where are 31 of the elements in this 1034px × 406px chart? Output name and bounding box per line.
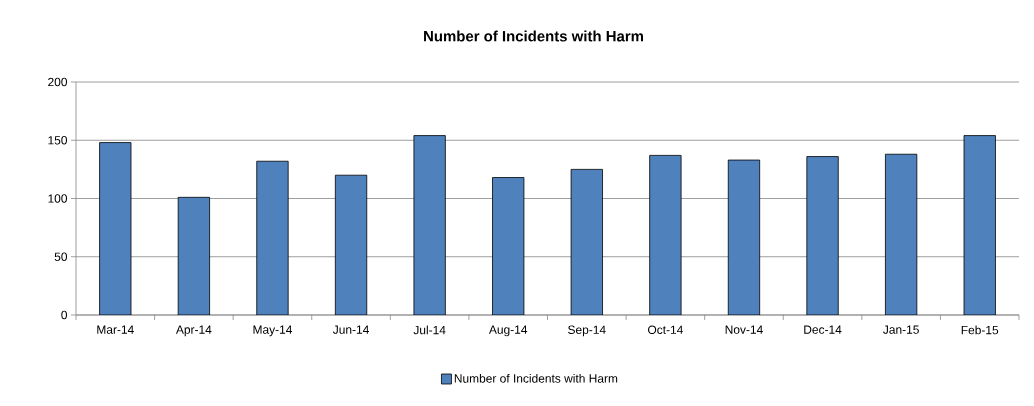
- y-tick-label: 0: [61, 310, 68, 320]
- bar: [99, 142, 132, 315]
- x-tick-label: Oct-14: [648, 325, 683, 334]
- y-tick-label: 100: [48, 194, 68, 203]
- y-tick-label: 150: [48, 136, 68, 145]
- bar: [649, 154, 682, 315]
- x-tick-label: Nov-14: [725, 325, 763, 334]
- bar: [885, 153, 918, 315]
- y-tick-label: 200: [48, 77, 68, 87]
- x-tick-label: Aug-14: [488, 325, 528, 337]
- bar: [727, 159, 761, 315]
- x-tick-label: May-14: [253, 325, 293, 337]
- x-tick-label: Mar-14: [97, 325, 134, 334]
- x-tick-label: Sep-14: [568, 325, 606, 337]
- y-tick-label: 50: [54, 252, 68, 261]
- bar: [963, 135, 996, 315]
- chart-title: Number of Incidents with Harm: [424, 30, 644, 42]
- x-tick-label: Apr-14: [175, 325, 212, 337]
- x-tick-label: Jun-14: [332, 325, 369, 334]
- x-tick-label: Feb-15: [961, 325, 999, 335]
- x-tick-label: Jul-14: [413, 325, 446, 335]
- bar: [492, 177, 525, 315]
- bar: [806, 156, 839, 315]
- bar: [256, 160, 289, 315]
- bar: [570, 168, 603, 315]
- bar: [177, 196, 210, 315]
- x-tick-label: Dec-14: [804, 325, 842, 334]
- x-tick-label: Jan-15: [883, 325, 919, 334]
- bar: [413, 135, 446, 315]
- legend-label: Number of Incidents with Harm: [454, 373, 618, 383]
- bar: [334, 174, 368, 315]
